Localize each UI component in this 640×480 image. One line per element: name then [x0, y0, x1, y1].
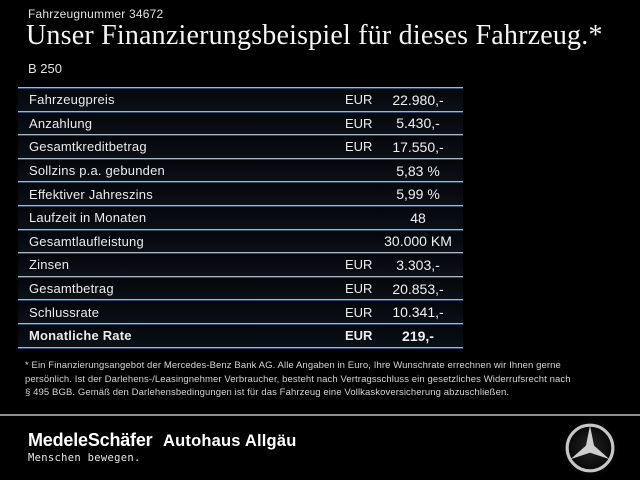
row-label: Gesamtkreditbetrag — [29, 139, 147, 155]
table-row-gesamtbetrag: Gesamtbetrag EUR 20.853,- — [18, 277, 463, 300]
row-currency: EUR — [345, 257, 373, 273]
vehicle-number: Fahrzeugnummer 34672 — [28, 7, 164, 21]
row-currency: EUR — [345, 139, 373, 155]
row-label: Gesamtlaufleistung — [29, 233, 144, 249]
table-separator — [18, 346, 463, 349]
table-separator — [18, 322, 463, 325]
dealer-logo: MedeleSchäfer — [28, 430, 153, 450]
page-title: Unser Finanzierungsbeispiel für dieses F… — [26, 20, 603, 51]
table-separator — [18, 275, 463, 278]
row-label: Laufzeit in Monaten — [29, 210, 147, 226]
footer-bar: MedeleSchäfer Menschen bewegen. Autohaus… — [0, 416, 640, 480]
row-value: 5,99 % — [396, 186, 440, 203]
model-name: B 250 — [28, 61, 62, 76]
dealer-tagline: Menschen bewegen. — [28, 452, 141, 464]
footnote-line: persönlich. Ist der Darlehens-/Leasingne… — [25, 373, 571, 385]
row-value: 3.303,- — [396, 256, 440, 273]
table-separator — [18, 110, 463, 113]
table-row-effektiver-jahreszins: Effektiver Jahreszins 5,99 % — [18, 183, 463, 205]
row-label: Fahrzeugpreis — [29, 92, 115, 108]
table-row-anzahlung: Anzahlung EUR 5.430,- — [18, 112, 463, 135]
footer-divider — [0, 414, 640, 416]
row-label: Schlussrate — [29, 304, 100, 320]
row-label: Zinsen — [29, 257, 70, 273]
mercedes-star-icon — [558, 416, 622, 480]
table-separator — [18, 204, 463, 207]
row-currency: EUR — [345, 281, 373, 297]
footnote-line: * Ein Finanzierungsangebot der Mercedes-… — [25, 360, 561, 371]
table-separator — [18, 252, 463, 255]
table-separator — [18, 87, 463, 89]
table-row-gesamtkreditbetrag: Gesamtkreditbetrag EUR 17.550,- — [18, 136, 463, 158]
table-row-fahrzeugpreis: Fahrzeugpreis EUR 22.980,- — [18, 89, 463, 111]
row-label: Sollzins p.a. gebunden — [29, 163, 165, 179]
legal-footnote: * Ein Finanzierungsangebot der Mercedes-… — [25, 359, 630, 400]
row-value: 17.550,- — [392, 138, 444, 155]
row-currency: EUR — [345, 304, 373, 320]
row-value: 20.853,- — [392, 280, 444, 297]
row-label: Monatliche Rate — [29, 328, 132, 344]
table-separator — [18, 134, 463, 137]
row-value: 5,83 % — [396, 162, 440, 179]
table-row-monatliche-rate: Monatliche Rate EUR 219,- — [18, 324, 463, 347]
row-value: 5.430,- — [396, 115, 440, 132]
table-row-sollzins: Sollzins p.a. gebunden 5,83 % — [18, 159, 463, 182]
row-value: 219,- — [402, 327, 434, 344]
table-separator — [18, 299, 463, 302]
row-label: Gesamtbetrag — [29, 281, 114, 297]
table-separator — [18, 228, 463, 231]
row-currency: EUR — [345, 328, 373, 344]
finance-table: Fahrzeugpreis EUR 22.980,- Anzahlung EUR… — [18, 87, 463, 349]
row-value: 30.000 KM — [384, 233, 452, 250]
row-value: 48 — [410, 209, 426, 226]
table-row-laufzeit: Laufzeit in Monaten 48 — [18, 206, 463, 229]
table-row-schlussrate: Schlussrate EUR 10.341,- — [18, 301, 463, 323]
row-label: Anzahlung — [29, 115, 93, 131]
dealer-location-logo: Autohaus Allgäu — [163, 432, 297, 450]
row-label: Effektiver Jahreszins — [29, 186, 153, 202]
row-value: 22.980,- — [392, 91, 444, 108]
footnote-line: § 495 BGB. Gemäß den Darlehensbedingunge… — [25, 387, 510, 398]
table-row-zinsen: Zinsen EUR 3.303,- — [18, 254, 463, 276]
table-separator — [18, 181, 463, 184]
table-row-gesamtlaufleistung: Gesamtlaufleistung 30.000 KM — [18, 230, 463, 253]
table-separator — [18, 157, 463, 160]
row-currency: EUR — [345, 115, 373, 131]
row-currency: EUR — [345, 92, 373, 108]
row-value: 10.341,- — [392, 304, 444, 321]
